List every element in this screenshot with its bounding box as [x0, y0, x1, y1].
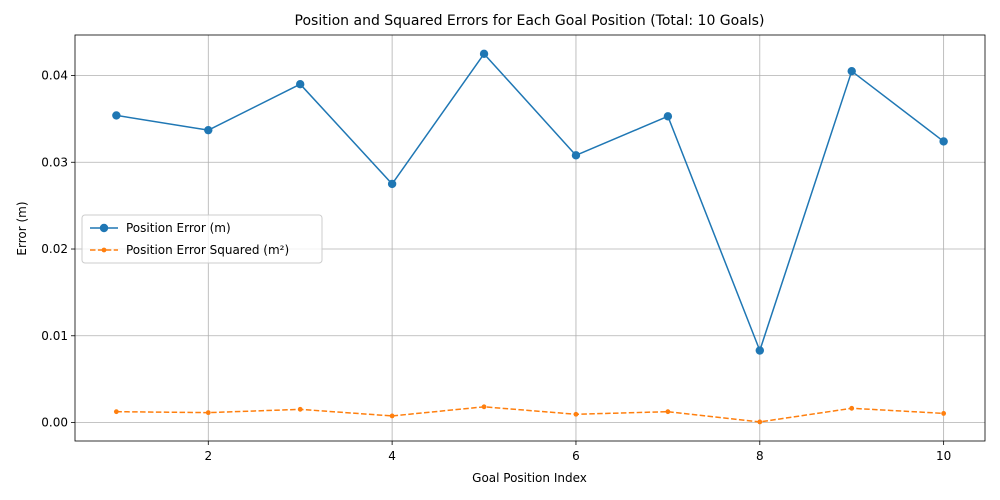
data-point — [847, 66, 856, 76]
series-line — [116, 53, 945, 352]
y-tick-label: 0.02 — [41, 242, 68, 256]
y-tick-label: 0.00 — [41, 416, 68, 430]
data-point — [204, 125, 213, 135]
data-point — [755, 346, 764, 355]
legend-marker — [101, 247, 107, 253]
series-layer — [112, 49, 948, 425]
data-point — [205, 410, 211, 416]
series-1 — [112, 49, 948, 355]
y-tick-label: 0.03 — [41, 155, 68, 169]
y-tick-label: 0.01 — [41, 329, 68, 343]
x-tick-label: 2 — [204, 449, 212, 463]
legend-marker — [99, 223, 109, 233]
y-tick-label: 0.04 — [41, 69, 68, 83]
data-point — [297, 406, 303, 412]
data-point — [389, 413, 395, 419]
data-point — [571, 151, 581, 160]
chart-title: Position and Squared Errors for Each Goa… — [295, 13, 765, 29]
data-point — [481, 404, 487, 410]
plot-frame — [74, 34, 986, 442]
legend-item: Position Error (m) — [90, 221, 231, 235]
x-tick-label: 10 — [936, 449, 951, 463]
legend-item: Position Error Squared (m²) — [90, 243, 289, 257]
series-line — [116, 406, 944, 423]
legend-label: Position Error Squared (m²) — [126, 243, 289, 257]
y-axis-label: Error (m) — [15, 201, 29, 255]
data-point — [479, 49, 489, 59]
axis-ticks: 2 4 6 8 10 0.00 0.01 0.02 0.03 0.04 — [41, 69, 951, 463]
x-tick-label: 6 — [572, 449, 580, 463]
data-point — [296, 79, 305, 89]
legend-label: Position Error (m) — [126, 221, 231, 235]
data-point — [113, 409, 119, 415]
data-point — [387, 179, 397, 189]
data-point — [665, 409, 671, 415]
data-point — [941, 411, 947, 416]
data-point — [849, 405, 855, 411]
legend: Position Error (m) Position Error Squared… — [81, 214, 323, 264]
data-point — [939, 137, 948, 146]
data-point — [112, 111, 121, 120]
x-axis-label: Goal Position Index — [472, 471, 587, 485]
data-point — [663, 112, 673, 121]
legend-box — [81, 214, 323, 264]
x-tick-label: 4 — [388, 449, 396, 463]
series-2 — [113, 404, 947, 425]
data-point — [573, 411, 579, 417]
data-point — [757, 419, 763, 425]
x-tick-label: 8 — [756, 449, 764, 463]
